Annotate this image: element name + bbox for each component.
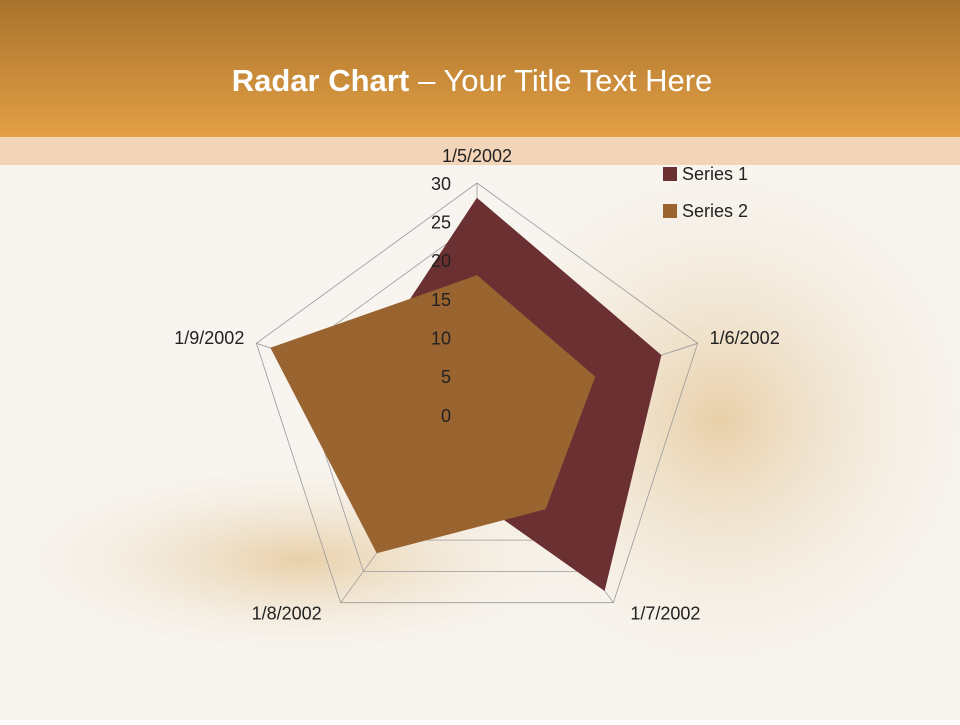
header-stripe [0, 137, 960, 165]
legend-swatch [663, 167, 677, 181]
category-label: 1/5/2002 [442, 146, 512, 166]
series-area [270, 275, 596, 554]
slide-title: Radar Chart – Your Title Text Here [232, 63, 713, 98]
r-tick-label: 25 [431, 212, 451, 232]
legend-label: Series 1 [682, 164, 748, 184]
category-label: 1/9/2002 [174, 328, 244, 348]
title-rest: – Your Title Text Here [418, 63, 712, 98]
r-tick-label: 20 [431, 251, 451, 271]
r-tick-label: 5 [441, 367, 451, 387]
title-bold: Radar Chart [232, 63, 409, 98]
radar-chart: 0 5 10 15 20 25 30 1/5/2002 1/6/2002 1/7/2002 1/8/… [174, 146, 779, 624]
category-label: 1/6/2002 [710, 328, 780, 348]
legend-label: Series 2 [682, 201, 748, 221]
header-band [0, 0, 960, 137]
grid-ring [255, 182, 699, 604]
r-tick-label: 10 [431, 328, 451, 348]
legend-swatch [663, 204, 677, 218]
r-tick-label: 15 [431, 290, 451, 310]
category-label: 1/7/2002 [630, 603, 700, 623]
r-tick-label: 0 [441, 406, 451, 426]
category-label: 1/8/2002 [252, 603, 322, 623]
r-tick-label: 30 [431, 174, 451, 194]
